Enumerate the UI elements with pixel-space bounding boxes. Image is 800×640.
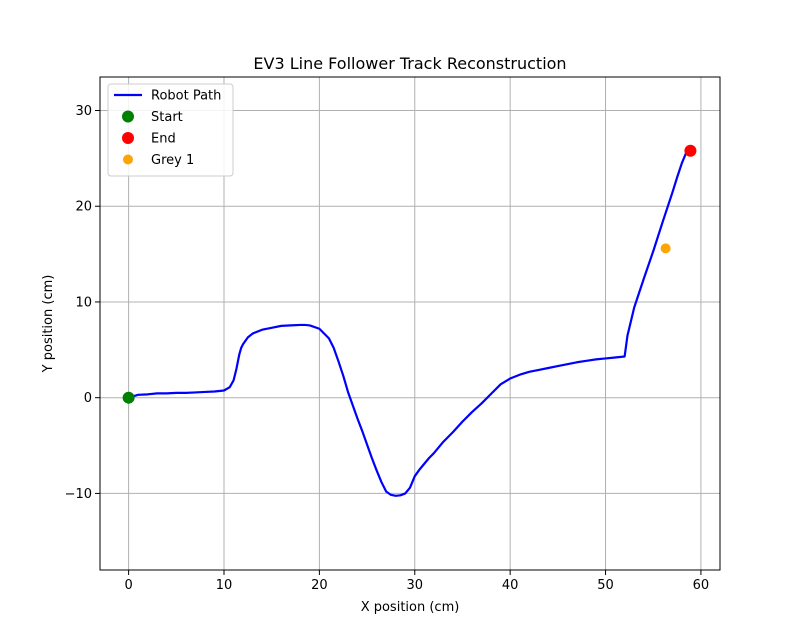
x-tick-label: 40 — [502, 578, 519, 593]
x-tick-label: 30 — [406, 578, 423, 593]
y-tick-label: −10 — [65, 487, 92, 502]
grey-1-marker — [660, 243, 671, 254]
plot-series — [122, 144, 697, 497]
y-tick-label: 30 — [75, 104, 92, 119]
y-tick-label: 20 — [75, 200, 92, 215]
legend-box — [107, 83, 234, 177]
x-axis-label: X position (cm) — [361, 600, 460, 615]
start-marker — [122, 391, 135, 404]
y-axis-label: Y position (cm) — [41, 275, 56, 374]
legend-swatch-grey-1 — [123, 154, 133, 165]
x-tick-label: 20 — [311, 578, 328, 593]
x-tick-label: 10 — [216, 578, 233, 593]
plot-frame — [99, 76, 721, 571]
end-marker — [684, 144, 697, 157]
legend-swatch-start — [122, 110, 134, 123]
legend-swatch-end — [122, 132, 134, 144]
x-tick-label: 0 — [124, 578, 132, 593]
legend-label-grey-1: Grey 1 — [151, 153, 194, 168]
legend: Robot Path Start End Grey 1 — [107, 83, 234, 177]
x-tick-label: 50 — [597, 578, 614, 593]
legend-label-robot-path: Robot Path — [151, 89, 221, 104]
y-tick-label: 10 — [75, 295, 92, 310]
axis-ticks: 0 10 20 30 40 50 60 −10 0 10 20 30 — [65, 104, 710, 593]
y-tick-label: 0 — [84, 391, 92, 406]
legend-label-end: End — [151, 132, 176, 147]
x-tick-label: 60 — [693, 578, 710, 593]
legend-label-start: Start — [151, 110, 183, 125]
chart-title: EV3 Line Follower Track Reconstruction — [253, 54, 566, 73]
robot-path-line — [127, 149, 692, 497]
